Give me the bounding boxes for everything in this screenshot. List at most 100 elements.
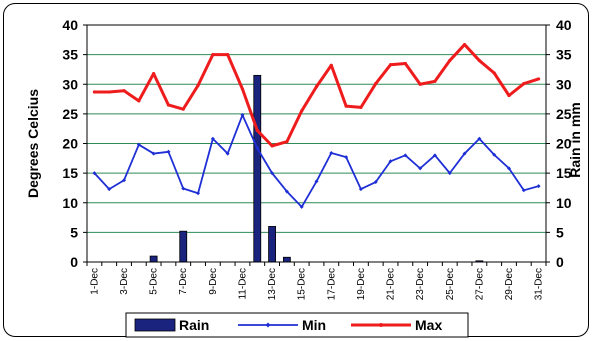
y-right-tick-label: 35 xyxy=(556,47,572,63)
max-point xyxy=(137,99,141,103)
min-point xyxy=(403,153,408,158)
legend-label-min: Min xyxy=(302,317,326,333)
max-point xyxy=(314,85,319,89)
x-tick-label: 23-Dec xyxy=(415,268,426,300)
legend-marker xyxy=(379,323,383,327)
max-point xyxy=(477,58,481,63)
min-point xyxy=(536,184,541,189)
min-point xyxy=(210,136,215,141)
x-tick-label: 29-Dec xyxy=(504,268,515,300)
y-tick-label: 0 xyxy=(70,254,78,270)
y-tick-label: 25 xyxy=(62,106,78,122)
max-point xyxy=(122,89,126,93)
min-point xyxy=(477,136,482,141)
min-point xyxy=(136,142,141,147)
min-point xyxy=(284,189,289,194)
min-point xyxy=(388,159,393,164)
min-point xyxy=(196,191,201,196)
min-point xyxy=(492,152,497,157)
min-point xyxy=(240,113,245,118)
max-point xyxy=(403,61,407,66)
min-point xyxy=(344,155,349,160)
min-point xyxy=(373,180,378,185)
x-tick-label: 31-Dec xyxy=(534,268,545,300)
y-right-tick-label: 40 xyxy=(556,17,572,33)
y-right-tick-label: 20 xyxy=(556,136,572,152)
max-point xyxy=(255,128,259,133)
min-point xyxy=(358,187,363,192)
legend-label-max: Max xyxy=(415,317,442,333)
max-point xyxy=(344,104,348,108)
min-point xyxy=(447,171,452,176)
max-point xyxy=(211,53,215,57)
max-point xyxy=(285,140,289,144)
max-point xyxy=(240,87,245,91)
min-point xyxy=(418,166,423,171)
series-line-min xyxy=(93,114,539,208)
y-axis-left-title: Degrees Celcius xyxy=(25,89,41,198)
min-point xyxy=(432,153,437,158)
rain-bars xyxy=(149,74,484,263)
max-point xyxy=(181,107,185,111)
min-point xyxy=(151,151,156,156)
y-right-tick-label: 15 xyxy=(556,165,572,181)
max-point xyxy=(507,93,511,98)
x-tick-label: 27-Dec xyxy=(474,268,485,300)
y-right-tick-label: 5 xyxy=(556,224,564,240)
min-point xyxy=(225,151,230,156)
min-point xyxy=(107,187,112,192)
min-point xyxy=(329,150,334,155)
min-point xyxy=(270,171,275,176)
legend-label-rain: Rain xyxy=(179,317,209,333)
y-right-tick-label: 25 xyxy=(556,106,572,122)
x-tick-label: 9-Dec xyxy=(208,268,219,295)
y-tick-label: 40 xyxy=(62,17,78,33)
min-point xyxy=(314,179,319,184)
max-point xyxy=(418,82,422,86)
x-tick-label: 5-Dec xyxy=(149,268,160,295)
x-tick-label: 13-Dec xyxy=(267,268,278,300)
rain-bar xyxy=(253,74,262,263)
y-right-tick-label: 0 xyxy=(556,254,564,270)
max-point xyxy=(166,103,171,107)
x-axis-ticks: 1-Dec 3-Dec 5-Dec 7-Dec 9-Dec 11-Dec 13-Dec 15-… xyxy=(86,262,547,300)
rain-bar xyxy=(149,255,158,263)
x-tick-label: 17-Dec xyxy=(326,268,337,300)
max-point xyxy=(536,77,541,81)
y-tick-label: 5 xyxy=(70,224,78,240)
y-tick-label: 15 xyxy=(62,165,78,181)
max-point xyxy=(462,42,467,47)
min-point xyxy=(462,151,467,156)
max-point xyxy=(522,82,526,86)
x-tick-label: 25-Dec xyxy=(445,268,456,300)
series-line-max xyxy=(94,43,540,148)
max-point xyxy=(270,144,274,148)
max-point xyxy=(359,105,363,109)
min-point xyxy=(122,178,127,183)
x-tick-label: 7-Dec xyxy=(178,268,189,295)
max-point xyxy=(433,79,437,83)
y-axis-right-ticks: 0 5 10 15 20 25 30 35 40 xyxy=(546,17,572,270)
min-point xyxy=(506,166,511,171)
max-point xyxy=(388,63,393,67)
max-point xyxy=(92,90,97,94)
rain-bar xyxy=(179,230,188,263)
legend-marker xyxy=(265,322,271,328)
min-point xyxy=(255,146,260,151)
x-tick-label: 21-Dec xyxy=(386,268,397,300)
legend: Rain Min Max xyxy=(125,312,469,338)
min-point xyxy=(299,204,304,209)
x-tick-label: 11-Dec xyxy=(237,268,248,300)
legend-swatch-rain xyxy=(134,318,176,332)
y-axis-right-title: Rain in mm xyxy=(567,102,583,177)
max-point xyxy=(107,90,111,94)
min-point xyxy=(521,188,526,193)
x-tick-label: 1-Dec xyxy=(89,268,100,295)
series-lines xyxy=(92,42,541,209)
x-tick-label: 3-Dec xyxy=(119,268,130,295)
rain-bar xyxy=(282,256,291,263)
y-tick-label: 35 xyxy=(62,47,78,63)
max-point xyxy=(152,71,156,76)
y-right-tick-label: 30 xyxy=(556,76,572,92)
